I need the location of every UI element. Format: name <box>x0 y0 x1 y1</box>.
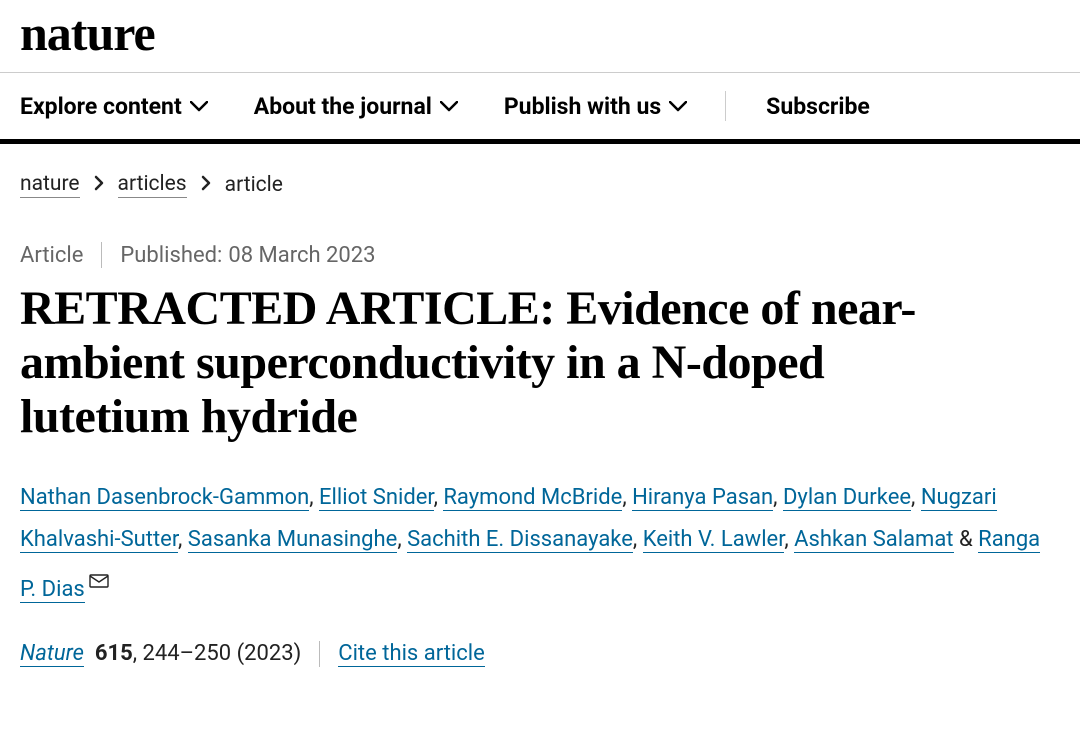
breadcrumb-section[interactable]: articles <box>118 172 187 198</box>
chevron-right-icon <box>94 173 104 197</box>
citation-volume: 615 <box>95 641 133 666</box>
chevron-down-icon <box>669 101 685 111</box>
published-label: Published: <box>120 243 222 268</box>
citation-line: Nature 615, 244–250 (2023) Cite this art… <box>20 641 1060 667</box>
breadcrumb-root[interactable]: nature <box>20 172 80 198</box>
nav-about-label: About the journal <box>254 93 432 120</box>
article-content: nature articles article Article Publishe… <box>0 144 1080 687</box>
nav-subscribe[interactable]: Subscribe <box>766 93 870 120</box>
author-link[interactable]: Keith V. Lawler <box>643 527 785 553</box>
header-logo-area: nature <box>0 0 1080 72</box>
nav-publish-with-us[interactable]: Publish with us <box>504 93 685 120</box>
author-link[interactable]: Raymond McBride <box>443 485 622 511</box>
article-title: RETRACTED ARTICLE: Evidence of near-ambi… <box>20 282 940 443</box>
authors-list: Nathan Dasenbrock-Gammon, Elliot Snider,… <box>20 477 1060 611</box>
author-link[interactable]: Ashkan Salamat <box>794 527 953 553</box>
chevron-down-icon <box>440 101 456 111</box>
chevron-down-icon <box>190 101 206 111</box>
nav-explore-content[interactable]: Explore content <box>20 93 206 120</box>
author-link[interactable]: Sasanka Munasinghe <box>188 527 398 553</box>
nav-publish-label: Publish with us <box>504 93 661 120</box>
brand-logo[interactable]: nature <box>20 4 1060 62</box>
author-link[interactable]: Elliot Snider <box>319 485 434 511</box>
citation-pages: 244–250 <box>143 641 232 666</box>
meta-divider <box>101 242 102 268</box>
nav-explore-label: Explore content <box>20 93 182 120</box>
chevron-right-icon <box>201 173 211 197</box>
nav-about-journal[interactable]: About the journal <box>254 93 456 120</box>
authors-ampersand: & <box>959 527 973 552</box>
main-nav: Explore content About the journal Publis… <box>0 72 1080 144</box>
nav-divider <box>725 91 726 121</box>
author-link[interactable]: Hiranya Pasan <box>632 485 773 511</box>
breadcrumb: nature articles article <box>20 172 1060 198</box>
nav-subscribe-label: Subscribe <box>766 93 870 120</box>
article-meta: Article Published: 08 March 2023 <box>20 242 1060 268</box>
author-link[interactable]: Dylan Durkee <box>783 485 911 511</box>
citation-divider <box>319 641 320 667</box>
author-link[interactable]: Nathan Dasenbrock-Gammon <box>20 485 309 511</box>
mail-icon[interactable] <box>89 561 109 603</box>
citation-year: (2023) <box>237 641 302 666</box>
cite-article-link[interactable]: Cite this article <box>338 641 485 667</box>
breadcrumb-current: article <box>225 173 283 197</box>
published-date: 08 March 2023 <box>228 243 375 268</box>
article-type: Article <box>20 243 83 268</box>
author-link[interactable]: Sachith E. Dissanayake <box>407 527 633 553</box>
journal-link[interactable]: Nature <box>20 641 84 667</box>
